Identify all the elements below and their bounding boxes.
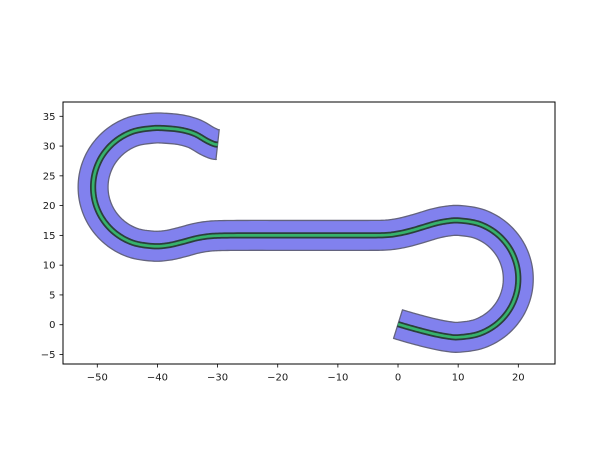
y-tick-label: 0 <box>49 320 55 331</box>
y-tick-label: 5 <box>49 290 55 301</box>
y-tick-label: 30 <box>43 142 56 153</box>
x-tick-label: −40 <box>147 373 168 384</box>
y-tick-label: 10 <box>43 261 56 272</box>
x-tick-label: −50 <box>87 373 108 384</box>
x-tick-label: −20 <box>267 373 288 384</box>
centerline <box>91 126 520 339</box>
x-tick-label: 0 <box>395 373 401 384</box>
y-tick-label: 25 <box>43 171 56 182</box>
y-tick-label: 20 <box>43 201 56 212</box>
y-tick-label: 15 <box>43 231 56 242</box>
x-tick-label: −30 <box>207 373 228 384</box>
x-tick-label: 10 <box>452 373 465 384</box>
x-tick-label: −10 <box>327 373 348 384</box>
y-tick-label: −5 <box>41 350 56 361</box>
axes-spines <box>62 101 556 365</box>
y-tick-label: 35 <box>43 112 56 123</box>
x-tick-label: 20 <box>512 373 525 384</box>
